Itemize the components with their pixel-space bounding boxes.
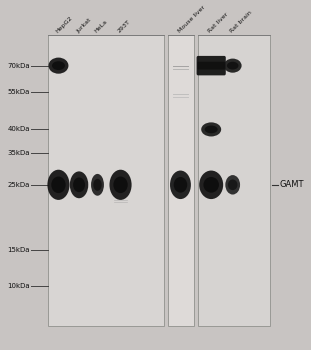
Ellipse shape: [52, 61, 65, 70]
FancyBboxPatch shape: [198, 35, 271, 326]
Text: HeLa: HeLa: [94, 19, 109, 34]
Text: HepG2: HepG2: [55, 15, 74, 34]
Ellipse shape: [73, 177, 85, 192]
Text: 40kDa: 40kDa: [7, 126, 30, 132]
Text: 293T: 293T: [117, 19, 132, 34]
Ellipse shape: [228, 180, 238, 190]
Ellipse shape: [113, 176, 128, 193]
FancyBboxPatch shape: [48, 35, 164, 326]
Ellipse shape: [201, 122, 221, 136]
Text: Rat liver: Rat liver: [208, 12, 230, 34]
Ellipse shape: [225, 175, 240, 195]
Text: GAMT: GAMT: [280, 180, 304, 189]
Text: Jurkat: Jurkat: [76, 17, 92, 34]
Ellipse shape: [49, 58, 68, 74]
Ellipse shape: [174, 177, 187, 192]
FancyBboxPatch shape: [197, 62, 225, 70]
Ellipse shape: [170, 170, 191, 199]
Text: 15kDa: 15kDa: [7, 247, 30, 253]
Ellipse shape: [91, 174, 104, 196]
Ellipse shape: [199, 170, 223, 199]
Text: 35kDa: 35kDa: [7, 150, 30, 156]
Ellipse shape: [70, 172, 88, 198]
Ellipse shape: [93, 179, 102, 191]
Ellipse shape: [227, 62, 239, 70]
Ellipse shape: [224, 58, 242, 73]
Text: 55kDa: 55kDa: [7, 90, 30, 96]
FancyBboxPatch shape: [168, 35, 194, 326]
Text: Mouse liver: Mouse liver: [177, 5, 206, 34]
Ellipse shape: [203, 177, 219, 192]
Ellipse shape: [109, 170, 132, 200]
Text: 25kDa: 25kDa: [7, 182, 30, 188]
Ellipse shape: [51, 176, 66, 193]
Text: Rat brain: Rat brain: [229, 10, 253, 34]
FancyBboxPatch shape: [197, 56, 226, 75]
Ellipse shape: [205, 126, 218, 133]
Text: 70kDa: 70kDa: [7, 63, 30, 69]
Ellipse shape: [47, 170, 70, 200]
Text: 10kDa: 10kDa: [7, 282, 30, 288]
